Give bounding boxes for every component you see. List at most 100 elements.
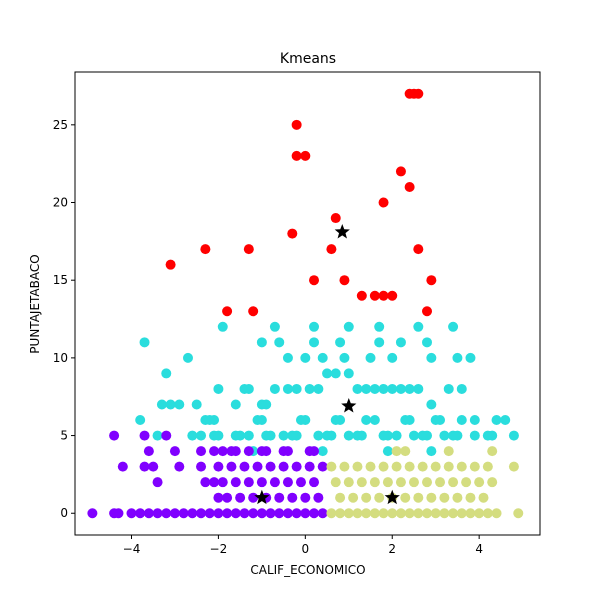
scatter-point bbox=[230, 446, 241, 457]
scatter-point bbox=[361, 492, 372, 503]
scatter-point bbox=[139, 337, 150, 348]
scatter-point bbox=[317, 461, 328, 472]
scatter-point bbox=[330, 477, 341, 488]
scatter-point bbox=[248, 508, 259, 519]
scatter-point bbox=[256, 477, 267, 488]
scatter-point bbox=[317, 352, 328, 363]
centroid-star bbox=[334, 224, 350, 239]
scatter-point bbox=[222, 306, 233, 317]
scatter-point bbox=[291, 119, 302, 130]
scatter-point bbox=[352, 461, 363, 472]
y-tick-label: 0 bbox=[60, 506, 68, 520]
scatter-point bbox=[222, 508, 233, 519]
scatter-point bbox=[352, 383, 363, 394]
scatter-point bbox=[248, 306, 259, 317]
scatter-point bbox=[243, 383, 254, 394]
scatter-point bbox=[422, 508, 433, 519]
scatter-point bbox=[448, 321, 459, 332]
scatter-point bbox=[256, 508, 267, 519]
scatter-point bbox=[261, 430, 272, 441]
x-tick-label: −4 bbox=[123, 542, 141, 556]
scatter-point bbox=[335, 337, 346, 348]
scatter-point bbox=[187, 508, 198, 519]
scatter-point bbox=[330, 415, 341, 426]
scatter-point bbox=[139, 430, 150, 441]
scatter-point bbox=[443, 446, 454, 457]
scatter-point bbox=[343, 321, 354, 332]
scatter-point bbox=[287, 492, 298, 503]
scatter-point bbox=[230, 430, 241, 441]
scatter-point bbox=[326, 508, 337, 519]
scatter-point bbox=[291, 461, 302, 472]
scatter-point bbox=[300, 508, 311, 519]
chart-title: Kmeans bbox=[280, 51, 336, 67]
scatter-point bbox=[382, 446, 393, 457]
scatter-point bbox=[291, 150, 302, 161]
scatter-point bbox=[161, 430, 172, 441]
scatter-point bbox=[274, 492, 285, 503]
scatter-point bbox=[196, 430, 207, 441]
scatter-point bbox=[422, 306, 433, 317]
scatter-point bbox=[456, 383, 467, 394]
scatter-point bbox=[404, 181, 415, 192]
scatter-point bbox=[413, 244, 424, 255]
x-tick-label: −2 bbox=[210, 542, 228, 556]
scatter-point bbox=[339, 461, 350, 472]
scatter-point bbox=[256, 415, 267, 426]
scatter-point bbox=[313, 492, 324, 503]
scatter-point bbox=[222, 492, 233, 503]
scatter-point bbox=[295, 415, 306, 426]
scatter-point bbox=[87, 508, 98, 519]
scatter-point bbox=[300, 352, 311, 363]
scatter-point bbox=[500, 415, 511, 426]
scatter-point bbox=[343, 430, 354, 441]
scatter-point bbox=[135, 508, 146, 519]
scatter-point bbox=[248, 492, 259, 503]
scatter-point bbox=[182, 352, 193, 363]
scatter-point bbox=[309, 508, 320, 519]
scatter-point bbox=[230, 508, 241, 519]
scatter-point bbox=[343, 368, 354, 379]
scatter-point bbox=[443, 461, 454, 472]
x-axis-ticks: −4 −2 0 2 4 bbox=[123, 535, 483, 556]
scatter-point bbox=[152, 508, 163, 519]
scatter-point bbox=[365, 461, 376, 472]
scatter-point bbox=[378, 461, 389, 472]
scatter-point bbox=[413, 321, 424, 332]
y-axis-ticks: 0 5 10 15 20 25 bbox=[53, 118, 75, 520]
scatter-point bbox=[278, 430, 289, 441]
scatter-point bbox=[217, 446, 228, 457]
scatter-point bbox=[435, 477, 446, 488]
scatter-point bbox=[430, 508, 441, 519]
scatter-point bbox=[295, 477, 306, 488]
scatter-point bbox=[269, 321, 280, 332]
scatter-point bbox=[356, 477, 367, 488]
scatter-point bbox=[374, 492, 385, 503]
x-tick-label: 4 bbox=[475, 542, 483, 556]
scatter-point bbox=[395, 166, 406, 177]
scatter-point bbox=[408, 430, 419, 441]
scatter-point bbox=[217, 477, 228, 488]
scatter-point bbox=[135, 415, 146, 426]
plot-area bbox=[74, 71, 541, 536]
scatter-point bbox=[391, 430, 402, 441]
scatter-point bbox=[261, 399, 272, 410]
scatter-point bbox=[456, 508, 467, 519]
scatter-point bbox=[426, 399, 437, 410]
scatter-point bbox=[196, 461, 207, 472]
scatter-point bbox=[365, 352, 376, 363]
scatter-point bbox=[413, 88, 424, 99]
scatter-point bbox=[378, 290, 389, 301]
scatter-point bbox=[235, 492, 246, 503]
scatter-point bbox=[369, 383, 380, 394]
scatter-point bbox=[317, 508, 328, 519]
scatter-point bbox=[378, 383, 389, 394]
scatter-point bbox=[482, 461, 493, 472]
scatter-point bbox=[274, 337, 285, 348]
scatter-point bbox=[304, 446, 315, 457]
scatter-point bbox=[491, 508, 502, 519]
scatter-point bbox=[465, 492, 476, 503]
scatter-point bbox=[309, 337, 320, 348]
scatter-point bbox=[304, 383, 315, 394]
